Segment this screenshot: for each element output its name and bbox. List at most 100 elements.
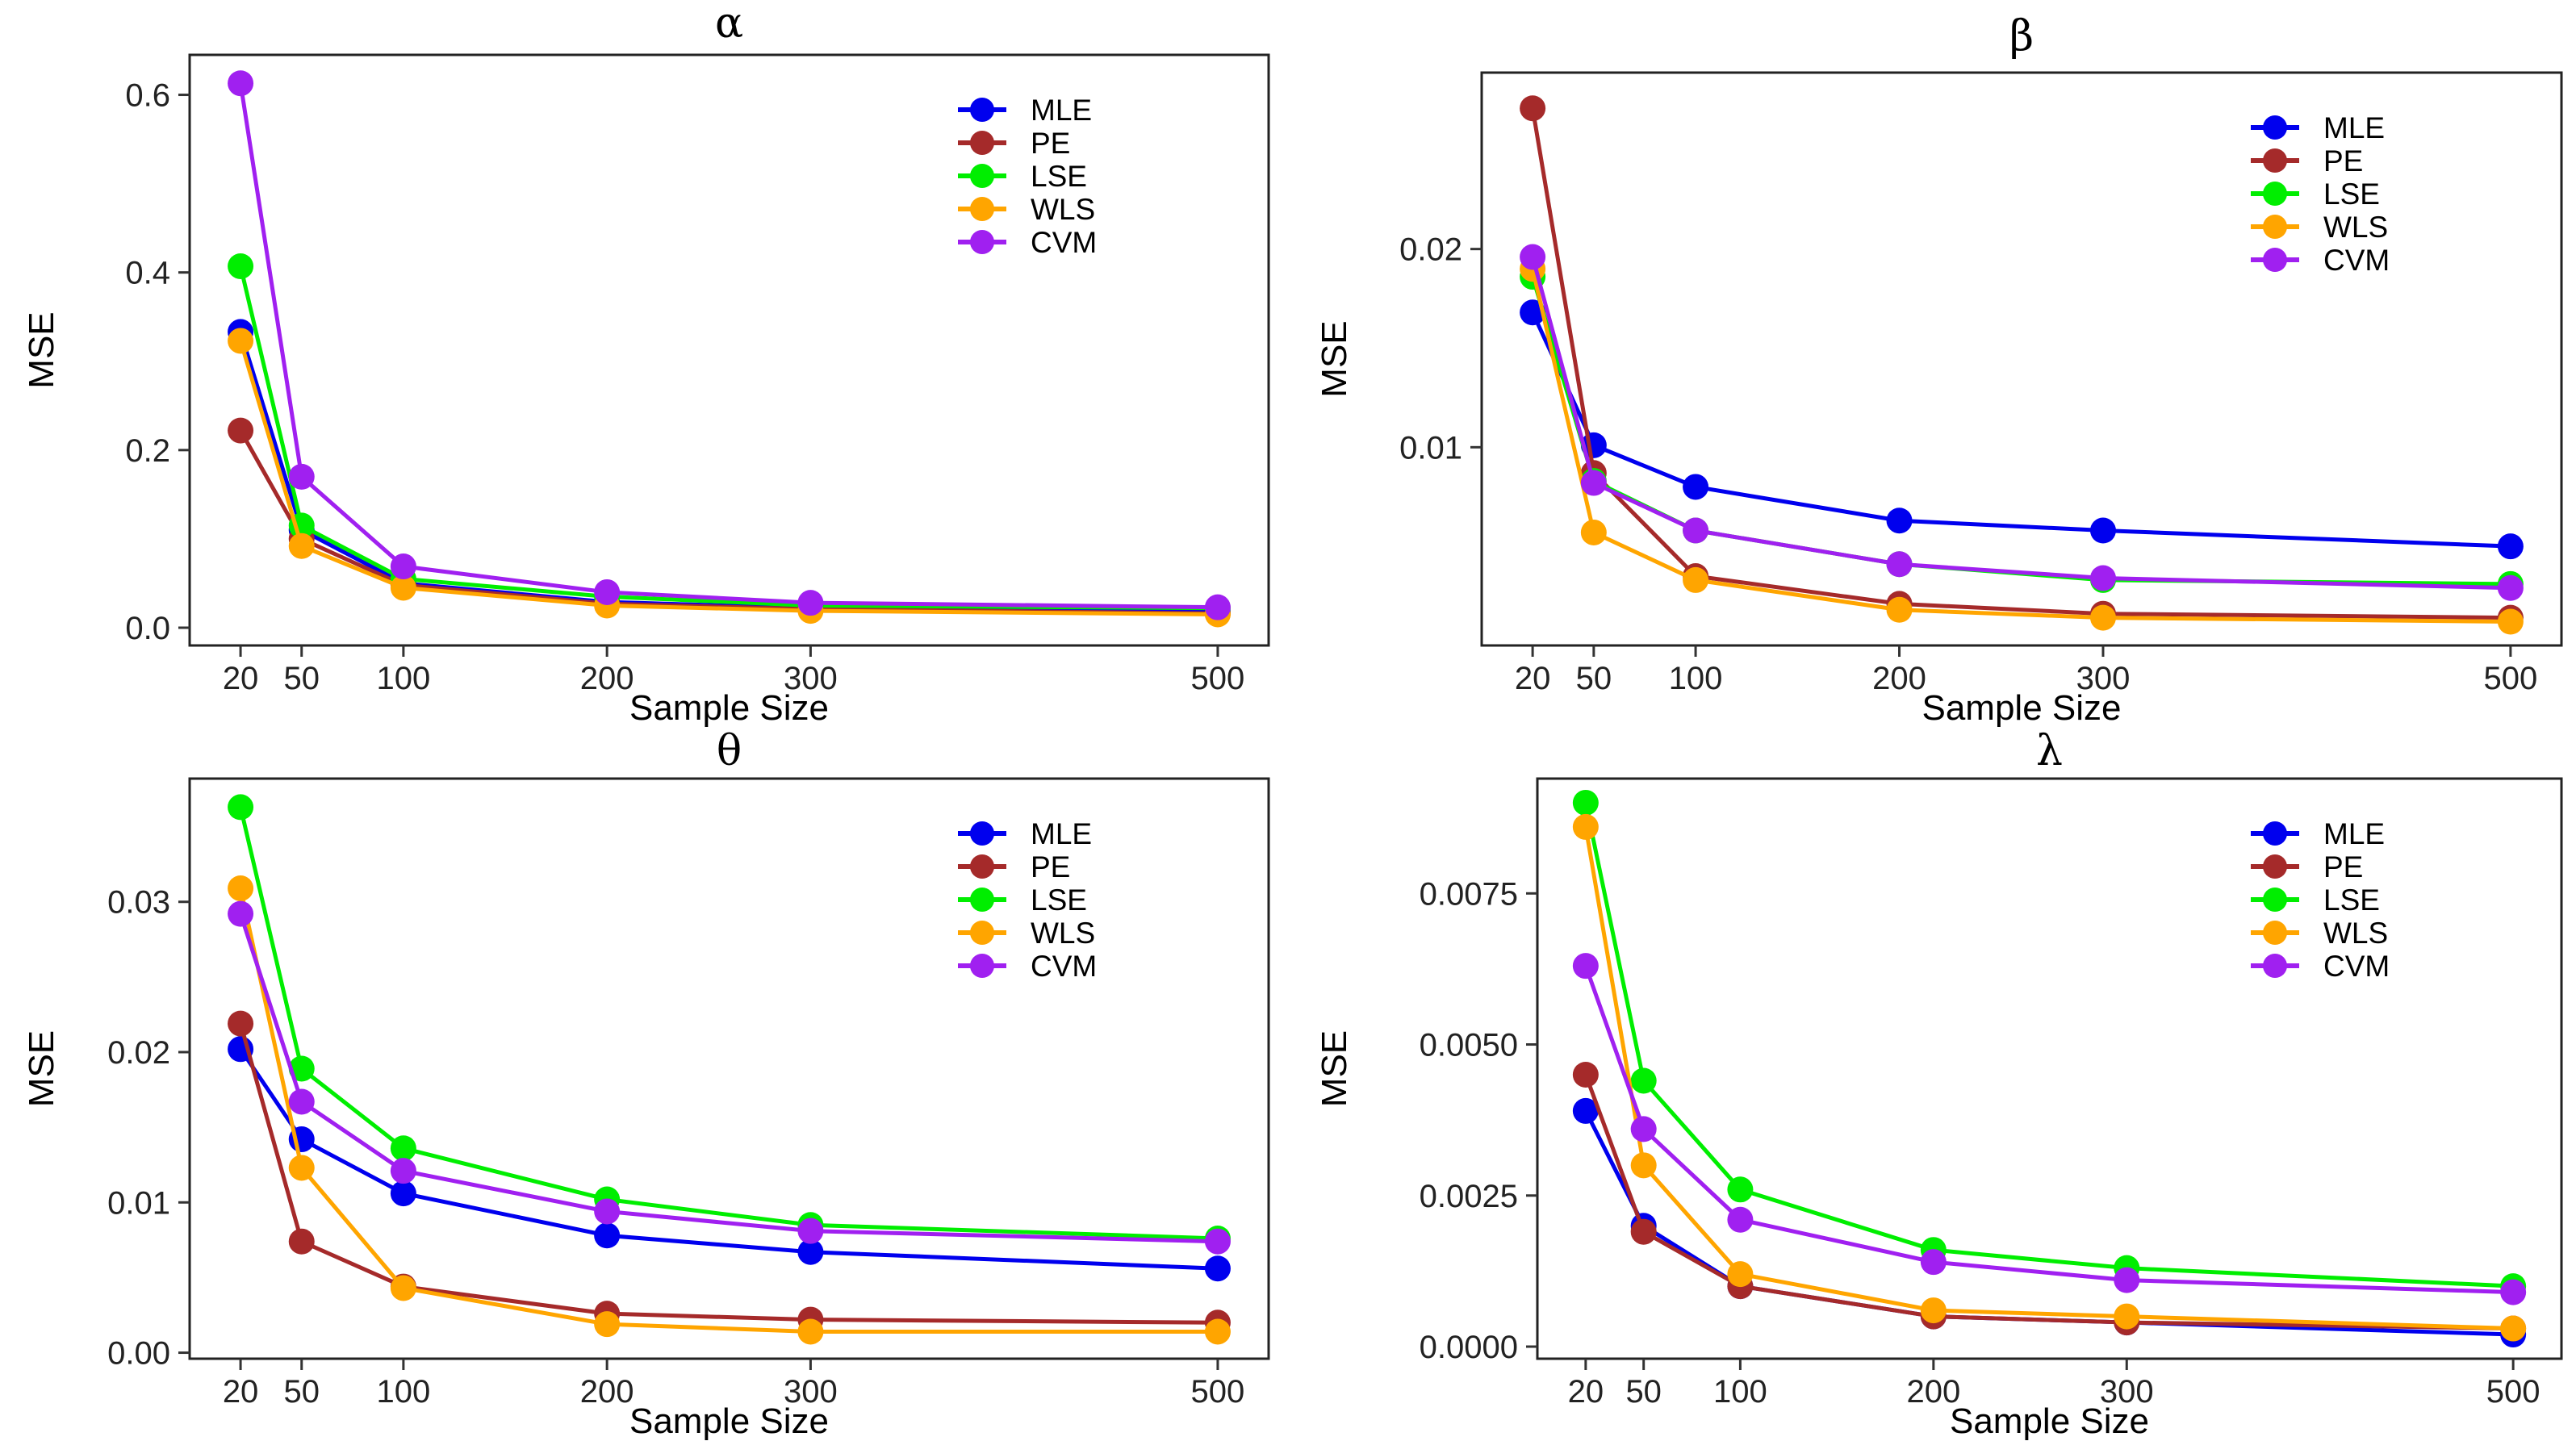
data-point-lse bbox=[228, 253, 254, 279]
legend-key-point bbox=[970, 854, 994, 879]
y-tick-label: 0.02 bbox=[1399, 232, 1462, 268]
data-point-pe bbox=[228, 417, 254, 444]
legend-label-wls: WLS bbox=[2323, 211, 2388, 244]
data-point-cvm bbox=[1683, 517, 1709, 544]
y-axis-title: MSE bbox=[22, 311, 61, 388]
legend-label-mle: MLE bbox=[1031, 817, 1092, 850]
data-point-cvm bbox=[797, 1218, 824, 1244]
legend-label-lse: LSE bbox=[1031, 883, 1087, 917]
series-line-lse bbox=[238, 806, 1219, 1241]
legend-label-cvm: CVM bbox=[1031, 226, 1097, 259]
data-point-cvm bbox=[390, 553, 416, 580]
legend-label-pe: PE bbox=[1031, 850, 1070, 883]
data-point-pe bbox=[228, 1010, 254, 1037]
legend-label-pe: PE bbox=[1031, 127, 1070, 160]
y-tick-label: 0.4 bbox=[125, 256, 170, 291]
x-axis-title: Sample Size bbox=[1922, 688, 2121, 728]
legend-key-point bbox=[2263, 182, 2287, 206]
series-line-pe bbox=[1583, 1074, 2514, 1331]
x-tick-label: 20 bbox=[223, 1374, 259, 1410]
y-tick-label: 0.6 bbox=[125, 78, 170, 114]
data-point-wls bbox=[1630, 1152, 1657, 1179]
legend-key-point bbox=[970, 98, 994, 122]
data-point-wls bbox=[390, 574, 416, 601]
legend-label-mle: MLE bbox=[2323, 817, 2385, 850]
legend-key-point bbox=[970, 921, 994, 945]
legend-label-cvm: CVM bbox=[2323, 244, 2390, 277]
y-tick-label: 0.0050 bbox=[1420, 1028, 1518, 1063]
data-point-cvm bbox=[228, 900, 254, 927]
series-line-wls bbox=[1583, 826, 2514, 1331]
series-line-lse bbox=[238, 265, 1218, 611]
legend-key-point bbox=[970, 821, 994, 846]
legend-label-lse: LSE bbox=[2323, 178, 2380, 211]
panel-3: λ 0.0000 0.0025 0.0050 0.0075 20 50 100 200 300 50… bbox=[1315, 727, 2563, 1441]
x-tick-label: 20 bbox=[223, 661, 259, 696]
data-point-pe bbox=[1630, 1218, 1657, 1245]
y-tick-label: 0.01 bbox=[107, 1185, 170, 1221]
panel-title: β bbox=[2009, 12, 2034, 61]
x-tick-label: 500 bbox=[1191, 1374, 1245, 1410]
series-line-lse bbox=[1583, 802, 2514, 1289]
data-point-mle bbox=[390, 1180, 416, 1207]
data-point-cvm bbox=[2089, 565, 2116, 591]
series-line-cvm bbox=[1583, 965, 2514, 1295]
legend-label-pe: PE bbox=[2323, 144, 2363, 178]
x-tick-label: 500 bbox=[2486, 1374, 2540, 1410]
series-line-cvm bbox=[1530, 256, 2511, 591]
legend-key-point bbox=[970, 954, 994, 978]
data-point-mle bbox=[2089, 517, 2116, 544]
data-point-mle bbox=[1572, 1097, 1599, 1124]
data-point-cvm bbox=[1630, 1116, 1657, 1142]
data-point-wls bbox=[228, 875, 254, 901]
legend-key-point bbox=[970, 164, 994, 188]
y-tick-label: 0.01 bbox=[1399, 430, 1462, 466]
legend-label-wls: WLS bbox=[1031, 917, 1095, 950]
legend-key-point bbox=[2263, 115, 2287, 140]
data-point-mle bbox=[1683, 474, 1709, 500]
y-tick-label: 0.0000 bbox=[1420, 1330, 1518, 1365]
data-point-cvm bbox=[288, 463, 315, 490]
data-point-lse bbox=[1727, 1176, 1754, 1203]
legend-key-point bbox=[2263, 215, 2287, 239]
legend-label-mle: MLE bbox=[1031, 94, 1092, 127]
x-tick-label: 500 bbox=[2484, 661, 2538, 696]
y-tick-label: 0.0 bbox=[125, 611, 170, 646]
data-point-cvm bbox=[1727, 1206, 1754, 1233]
panel-title: λ bbox=[2036, 727, 2063, 775]
data-point-lse bbox=[288, 1055, 315, 1082]
data-point-wls bbox=[2500, 1315, 2527, 1342]
series-line-wls bbox=[1530, 268, 2511, 624]
x-tick-label: 200 bbox=[1872, 661, 1926, 696]
data-point-mle bbox=[594, 1222, 621, 1249]
legend-key-point bbox=[970, 888, 994, 912]
x-axis-title: Sample Size bbox=[629, 1401, 829, 1441]
x-tick-label: 300 bbox=[2100, 1374, 2154, 1410]
data-point-cvm bbox=[390, 1158, 416, 1184]
series-line-wls bbox=[238, 340, 1218, 616]
data-point-cvm bbox=[1204, 594, 1231, 620]
series-line-mle bbox=[1583, 1109, 2514, 1337]
y-axis-title: MSE bbox=[1315, 320, 1354, 397]
data-point-cvm bbox=[288, 1088, 315, 1115]
legend-key-point bbox=[2263, 248, 2287, 272]
series-line-lse bbox=[1530, 276, 2511, 587]
series-line-cvm bbox=[238, 82, 1218, 610]
legend-key-point bbox=[2263, 148, 2287, 173]
data-point-lse bbox=[390, 1135, 416, 1162]
y-tick-label: 0.2 bbox=[125, 433, 170, 469]
series-line-pe bbox=[238, 429, 1218, 616]
data-point-wls bbox=[2114, 1303, 2140, 1330]
x-tick-label: 500 bbox=[1191, 661, 1245, 696]
x-tick-label: 300 bbox=[784, 1374, 838, 1410]
series-line-pe bbox=[238, 1022, 1218, 1325]
data-point-cvm bbox=[797, 590, 824, 616]
x-tick-label: 200 bbox=[1906, 1374, 1960, 1410]
panel-title: α bbox=[715, 0, 743, 48]
series-line-pe bbox=[1530, 107, 2511, 620]
data-point-wls bbox=[288, 1155, 315, 1181]
series-line-mle bbox=[1530, 311, 2511, 549]
y-tick-label: 0.00 bbox=[107, 1336, 170, 1372]
